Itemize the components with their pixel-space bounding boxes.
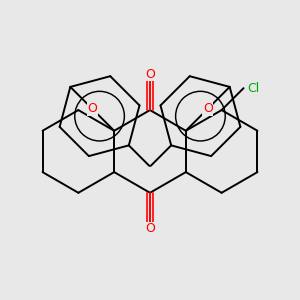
- Text: Cl: Cl: [248, 82, 260, 95]
- Text: O: O: [203, 102, 213, 115]
- Text: O: O: [87, 102, 97, 115]
- Text: O: O: [145, 222, 155, 235]
- Text: O: O: [145, 68, 155, 81]
